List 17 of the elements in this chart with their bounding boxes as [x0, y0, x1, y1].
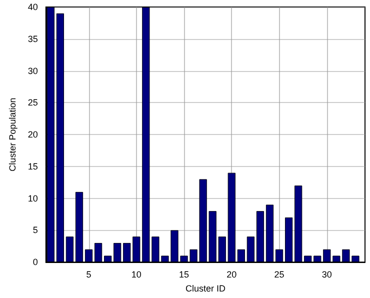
y-tick-label: 25: [28, 98, 38, 108]
y-tick-label: 20: [28, 130, 38, 140]
y-tick-label: 35: [28, 34, 38, 44]
x-tick-label: 10: [131, 270, 142, 280]
x-tick-label: 5: [86, 270, 92, 280]
x-tick-label: 20: [226, 270, 237, 280]
x-tick-label: 25: [274, 270, 284, 280]
x-tick-label: 30: [322, 270, 332, 280]
y-tick-label: 40: [28, 2, 38, 12]
y-tick-label: 5: [32, 225, 38, 236]
y-tick-label: 10: [28, 193, 38, 204]
y-tick-label: 30: [28, 66, 38, 76]
y-axis-title: Cluster Population: [8, 98, 18, 172]
x-tick-label: 15: [179, 270, 190, 280]
y-tick-label: 15: [28, 161, 38, 172]
x-axis-title: Cluster ID: [185, 284, 226, 294]
y-tick-label: 0: [32, 257, 38, 268]
